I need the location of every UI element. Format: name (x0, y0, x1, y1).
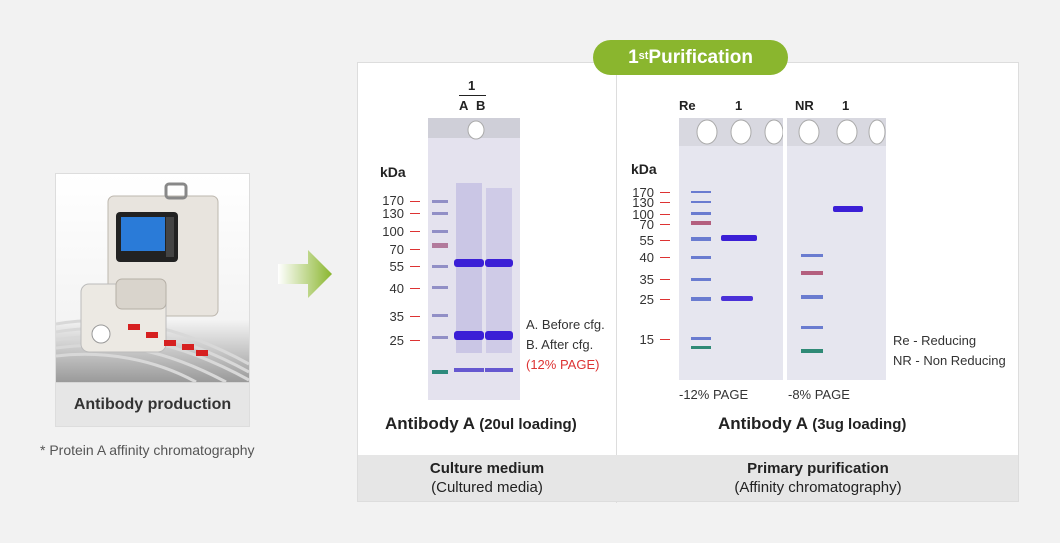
right-marker-40: 40 (639, 250, 654, 265)
right-marker-130: 130 (632, 195, 654, 210)
right-marker-35: 35 (639, 272, 654, 287)
left-lane-header: 1 (468, 78, 476, 93)
left-marker-55: 55 (389, 259, 404, 274)
product-caption: Antibody production (56, 382, 249, 426)
left-tick (410, 249, 420, 250)
left-tick (410, 316, 420, 317)
right-tick (660, 339, 670, 340)
legend-non-reducing: NR - Non Reducing (893, 353, 1006, 368)
left-marker-170: 170 (382, 193, 404, 208)
right-marker-70: 70 (639, 217, 654, 232)
badge-sup: st (638, 49, 649, 62)
left-tick (410, 340, 420, 341)
right-marker-55: 55 (639, 233, 654, 248)
left-tick (410, 201, 420, 202)
right-title-main: Antibody A (718, 414, 809, 433)
right-arrow-icon (278, 250, 332, 298)
product-card: Antibody production (55, 173, 250, 427)
right-tick (660, 192, 670, 193)
right-tick (660, 257, 670, 258)
left-tick (410, 288, 420, 289)
right-gel-title: Antibody A (3ug loading) (718, 414, 906, 434)
right-lane-nr: NR (795, 98, 814, 113)
left-marker-25: 25 (389, 333, 404, 348)
left-lane-b: B (476, 98, 486, 113)
left-tick (410, 266, 420, 267)
left-title-main: Antibody A (385, 414, 476, 433)
left-kda-label: kDa (380, 164, 406, 180)
left-marker-100: 100 (382, 224, 404, 239)
right-tick (660, 214, 670, 215)
panel-footer: Culture medium (Cultured media) Primary … (358, 455, 1018, 501)
left-tick (410, 213, 420, 214)
badge-number: 1 (628, 46, 639, 68)
right-title-sub: (3ug loading) (808, 416, 907, 433)
left-marker-130: 130 (382, 206, 404, 221)
badge-text: Purification (648, 46, 753, 68)
right-marker-100: 100 (632, 207, 654, 222)
left-tick (410, 231, 420, 232)
legend-after-cfg: B. After cfg. (526, 337, 594, 352)
footer-left-line1: Culture medium (429, 460, 545, 477)
right-lane-1b: 1 (842, 98, 850, 113)
right-gel-reducing-image (679, 118, 783, 380)
panel-divider (616, 63, 617, 503)
legend-page-left: (12% PAGE) (526, 357, 600, 372)
right-lane-re: Re (679, 98, 696, 113)
footnote: * Protein A affinity chromatography (40, 442, 255, 458)
left-gel-title: Antibody A (20ul loading) (385, 414, 577, 434)
footer-right-line1: Primary purification (747, 460, 889, 477)
left-gel-image (428, 118, 520, 400)
right-marker-170: 170 (632, 185, 654, 200)
right-gel-nonreducing-image (787, 118, 886, 380)
footer-right-line2: (Affinity chromatography) (734, 479, 902, 496)
page-label-8: -8% PAGE (788, 387, 850, 402)
footer-primary-purification: Primary purification (Affinity chromatog… (617, 455, 1019, 501)
left-lane-a: A (459, 98, 469, 113)
right-tick (660, 202, 670, 203)
right-kda-label: kDa (631, 161, 657, 177)
right-tick (660, 224, 670, 225)
right-tick (660, 279, 670, 280)
lane-header-rule (459, 95, 486, 96)
left-marker-70: 70 (389, 242, 404, 257)
right-marker-15: 15 (639, 332, 654, 347)
right-tick (660, 240, 670, 241)
right-lane-1a: 1 (735, 98, 743, 113)
legend-reducing: Re - Reducing (893, 333, 977, 348)
left-marker-35: 35 (389, 309, 404, 324)
right-tick (660, 299, 670, 300)
left-title-sub: (20ul loading) (475, 416, 577, 433)
footer-culture-medium: Culture medium (Cultured media) (358, 455, 616, 501)
left-marker-40: 40 (389, 281, 404, 296)
page-label-12: -12% PAGE (679, 387, 749, 402)
peristaltic-pump-image (56, 174, 249, 382)
right-marker-25: 25 (639, 292, 654, 307)
footer-left-line2: (Cultured media) (431, 479, 543, 496)
legend-before-cfg: A. Before cfg. (526, 317, 605, 332)
